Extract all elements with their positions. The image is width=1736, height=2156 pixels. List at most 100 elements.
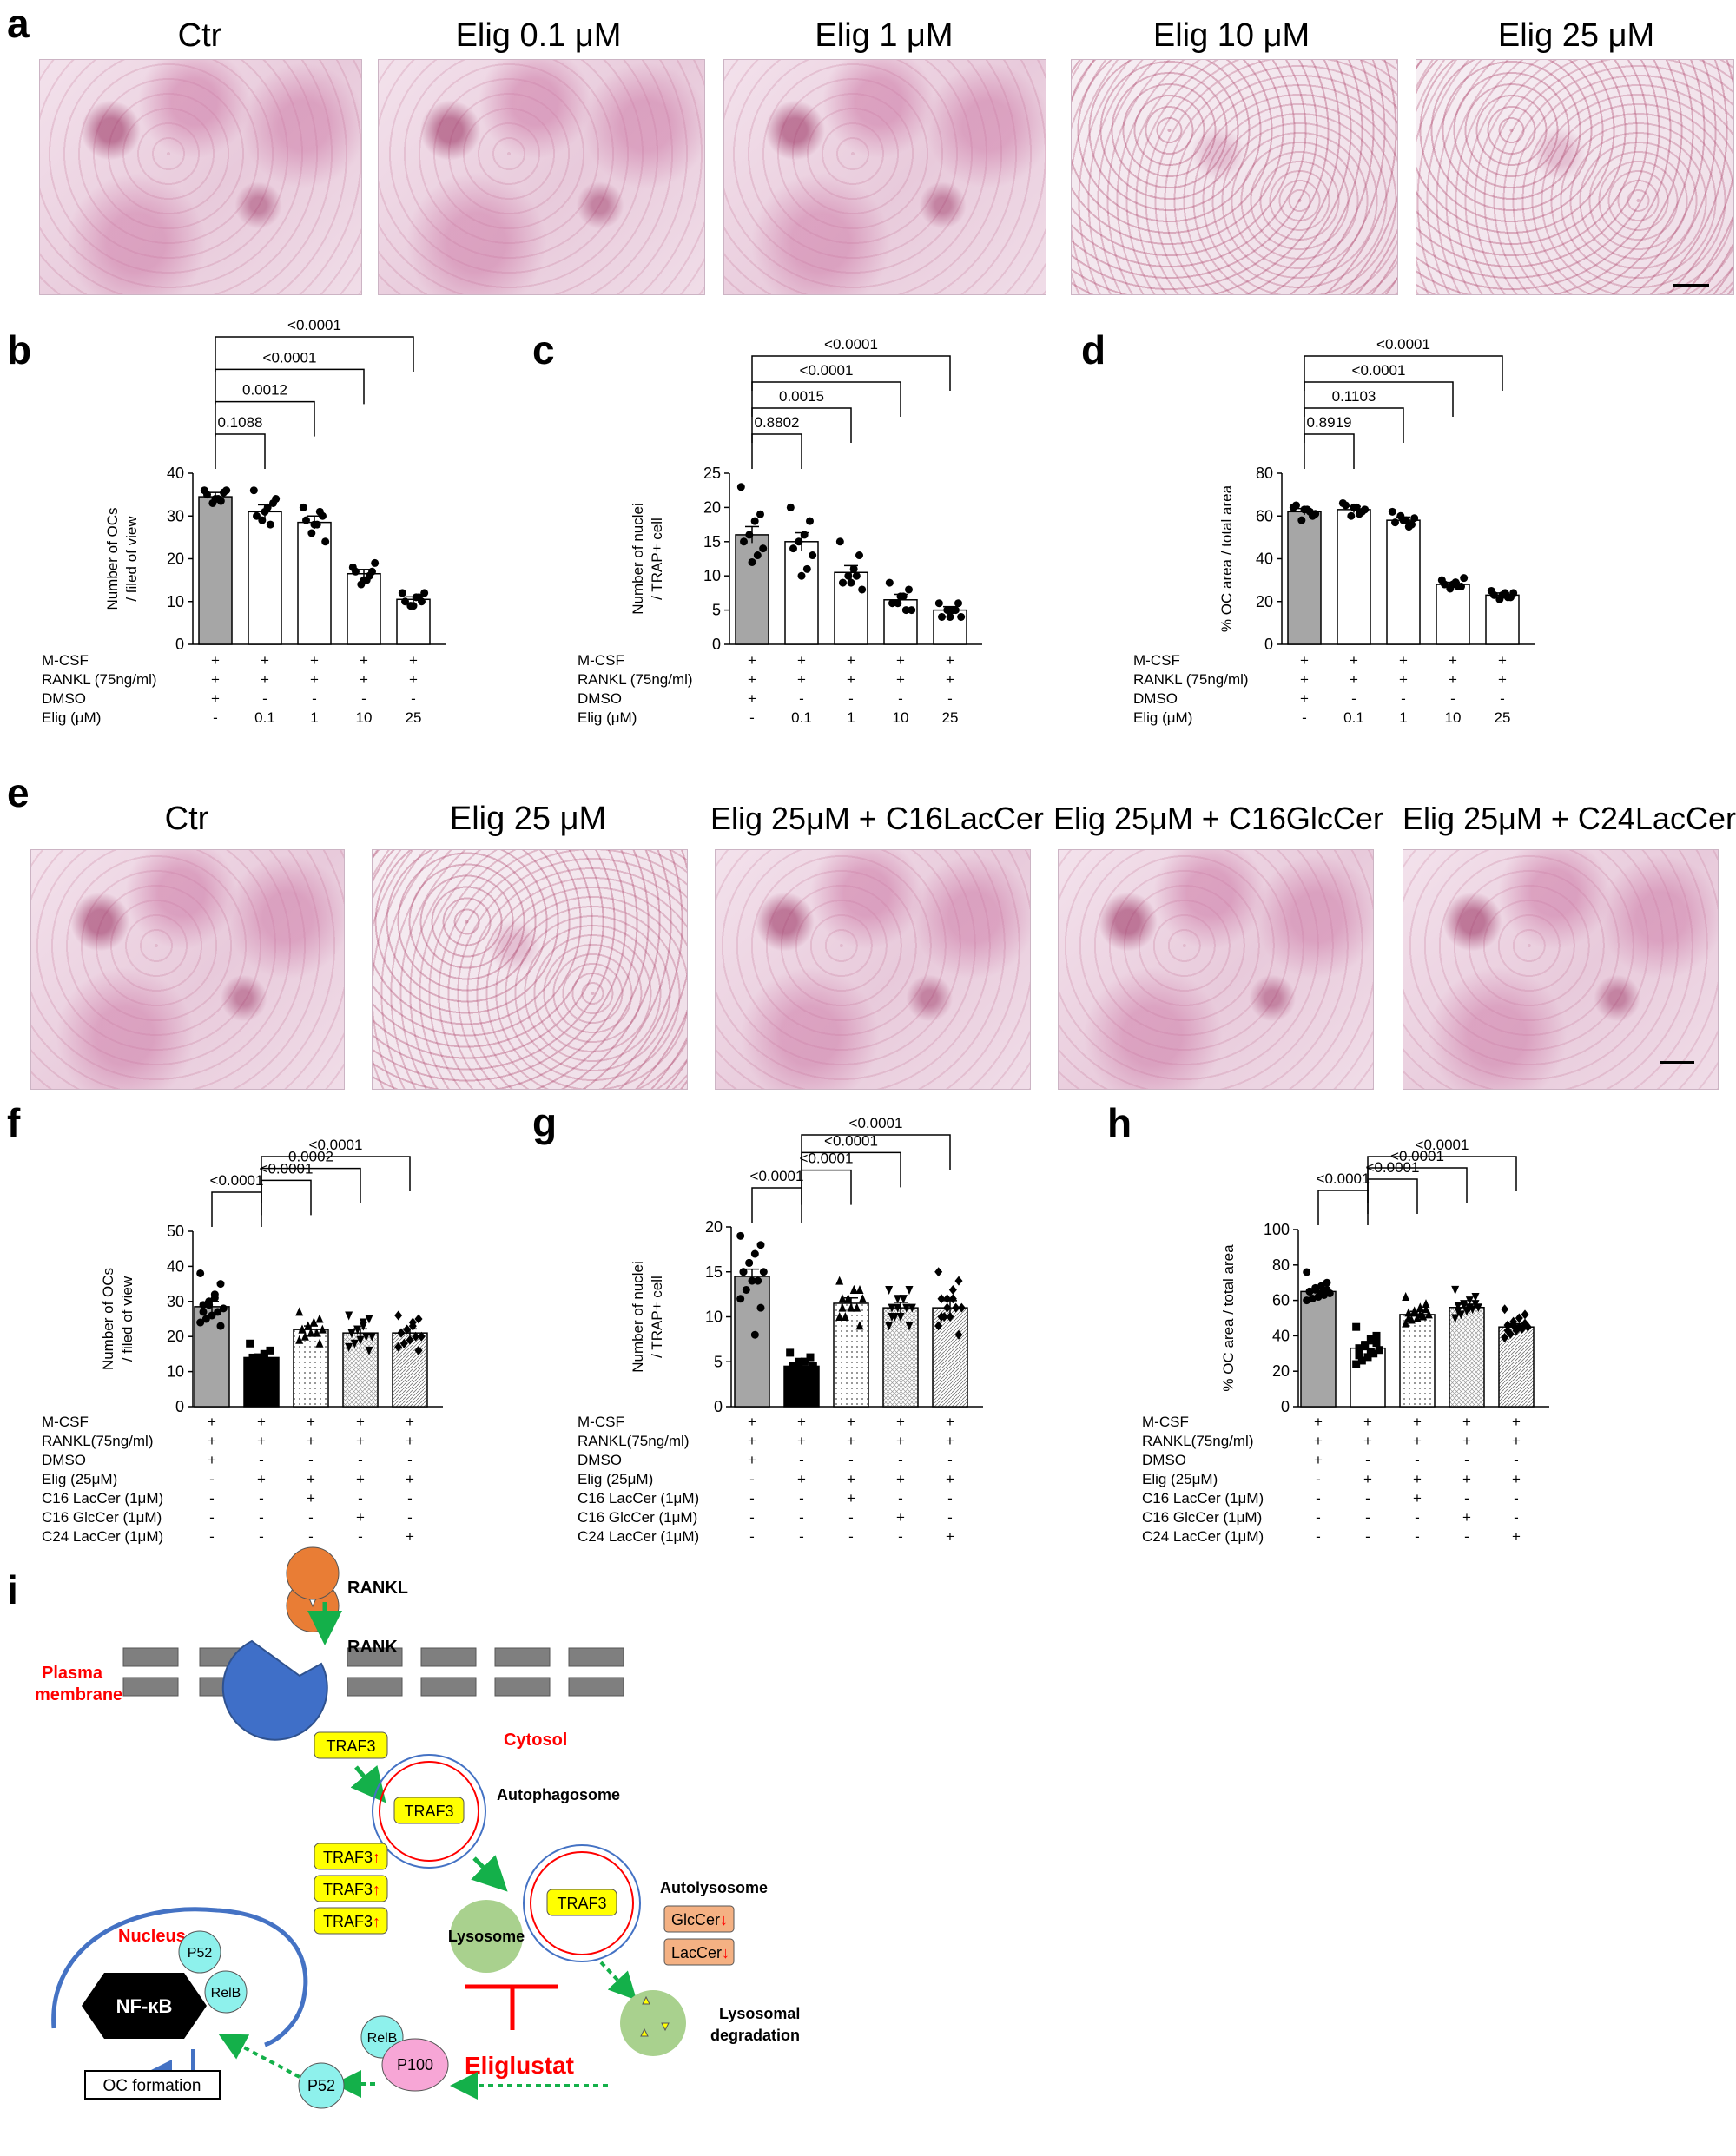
point-b-3-6 [365, 571, 373, 580]
point-f-3-7 [356, 1335, 365, 1345]
condition-label-f-5: C16 GlcCer (1μM) [42, 1509, 162, 1526]
point-f-4-12 [403, 1324, 412, 1335]
point-h-3-4 [1454, 1302, 1462, 1311]
condition-value-g-4-1: - [799, 1490, 804, 1507]
point-h-3-1 [1471, 1293, 1480, 1302]
point-d-1-4 [1342, 501, 1350, 510]
condition-label-c-0: M-CSF [578, 652, 624, 669]
point-b-4-4 [401, 597, 409, 606]
micrograph-e-elig25 [372, 849, 688, 1090]
condition-value-g-5-4: - [947, 1509, 953, 1526]
micrograph-title-e1: Ctr [164, 801, 209, 837]
point-f-0-12 [205, 1301, 214, 1309]
point-g-3-7 [896, 1313, 905, 1322]
point-g-4-2 [948, 1284, 957, 1295]
condition-value-b-0-4: + [409, 652, 418, 669]
condition-label-f-2: DMSO [42, 1452, 86, 1468]
point-b-3-5 [371, 558, 380, 567]
glccer-label: GlcCer↓ [671, 1911, 728, 1929]
point-h-2-11 [1416, 1309, 1424, 1319]
point-c-0-7 [748, 557, 756, 566]
point-c-4-0 [934, 599, 943, 608]
condition-value-g-2-1: - [799, 1452, 804, 1468]
point-g-3-12 [894, 1303, 902, 1313]
traf3-label-2: TRAF3 [404, 1803, 453, 1820]
point-d-0-7 [1300, 505, 1309, 514]
condition-value-b-3-2: 1 [310, 709, 318, 726]
p-value-h-3: <0.0001 [1416, 1137, 1469, 1153]
condition-value-c-0-3: + [896, 652, 905, 669]
condition-label-d-3: Elig (μM) [1133, 709, 1192, 726]
point-h-1-1 [1372, 1331, 1381, 1340]
condition-value-g-1-3: + [896, 1433, 905, 1449]
significance-bracket-g-2 [801, 1151, 901, 1188]
point-g-1-10 [806, 1375, 815, 1384]
condition-value-b-1-0: + [211, 671, 220, 688]
point-c-1-0 [786, 503, 795, 511]
point-g-4-11 [948, 1294, 957, 1304]
point-g-1-5 [809, 1362, 817, 1370]
point-h-1-10 [1372, 1339, 1381, 1348]
point-f-3-10 [365, 1346, 373, 1355]
point-h-2-0 [1402, 1292, 1410, 1302]
condition-value-f-2-3: - [358, 1452, 363, 1468]
point-f-1-13 [248, 1356, 257, 1365]
bar-h-0 [1300, 1290, 1337, 1408]
condition-value-f-3-2: + [307, 1471, 315, 1487]
y-tick-label-c-3: 15 [703, 533, 721, 551]
condition-value-h-1-4: + [1512, 1433, 1521, 1449]
condition-value-b-3-1: 0.1 [254, 709, 275, 726]
p-value-b-2: <0.0001 [263, 349, 317, 366]
point-b-0-7 [211, 495, 220, 504]
point-h-0-13 [1305, 1287, 1314, 1296]
condition-value-b-1-4: + [409, 671, 418, 688]
condition-label-g-3: Elig (25μM) [578, 1471, 653, 1487]
condition-value-g-3-1: + [797, 1471, 806, 1487]
condition-value-f-2-2: - [308, 1452, 314, 1468]
condition-value-h-1-0: + [1314, 1433, 1323, 1449]
y-tick-label-h-1: 20 [1272, 1362, 1290, 1380]
oc-formation-box [84, 2070, 221, 2100]
y-tick-label-c-2: 10 [703, 567, 721, 584]
point-c-2-6 [852, 571, 861, 580]
micrograph-title-e4: Elig 25μM + C16GlcCer [1053, 801, 1383, 836]
point-b-4-0 [398, 589, 406, 597]
y-axis-label-h-0: % OC area / total area [1220, 1244, 1237, 1392]
point-h-3-10 [1471, 1300, 1480, 1309]
condition-label-b-2: DMSO [42, 690, 86, 707]
point-f-2-12 [304, 1321, 313, 1330]
condition-label-d-2: DMSO [1133, 690, 1178, 707]
micrograph-title-e2: Elig 25 μM [449, 801, 607, 837]
condition-value-b-2-4: - [411, 690, 416, 707]
y-axis-label-f-1: / filed of view [119, 1276, 135, 1362]
condition-value-c-2-2: - [848, 690, 854, 707]
condition-value-h-0-0: + [1314, 1414, 1323, 1430]
condition-value-g-2-4: - [947, 1452, 953, 1468]
point-f-1-10 [266, 1368, 274, 1376]
point-c-3-3 [894, 599, 902, 608]
condition-value-g-1-0: + [748, 1433, 756, 1449]
point-c-0-5 [759, 544, 768, 553]
point-b-2-5 [321, 537, 330, 546]
point-c-2-5 [858, 585, 867, 594]
point-b-1-3 [258, 516, 267, 524]
y-tick-label-c-4: 20 [703, 498, 721, 516]
p52-nucleus [178, 1930, 221, 1974]
condition-value-c-1-1: + [797, 671, 806, 688]
y-tick-label-d-2: 40 [1256, 551, 1273, 568]
condition-value-h-0-2: + [1413, 1414, 1422, 1430]
point-g-0-8 [742, 1285, 750, 1294]
micrograph-e-c16laccer [715, 849, 1031, 1090]
condition-value-f-6-3: - [358, 1528, 363, 1545]
point-h-0-1 [1323, 1278, 1331, 1287]
condition-label-b-0: M-CSF [42, 652, 89, 669]
point-h-4-13 [1503, 1325, 1512, 1335]
point-b-1-5 [272, 495, 281, 504]
point-g-0-11 [750, 1330, 759, 1339]
point-g-0-6 [754, 1276, 762, 1285]
condition-value-g-3-2: + [847, 1471, 855, 1487]
point-g-4-13 [937, 1312, 946, 1322]
point-h-1-5 [1375, 1346, 1383, 1355]
condition-label-f-1: RANKL(75ng/ml) [42, 1433, 154, 1449]
condition-value-h-6-4: + [1512, 1528, 1521, 1545]
